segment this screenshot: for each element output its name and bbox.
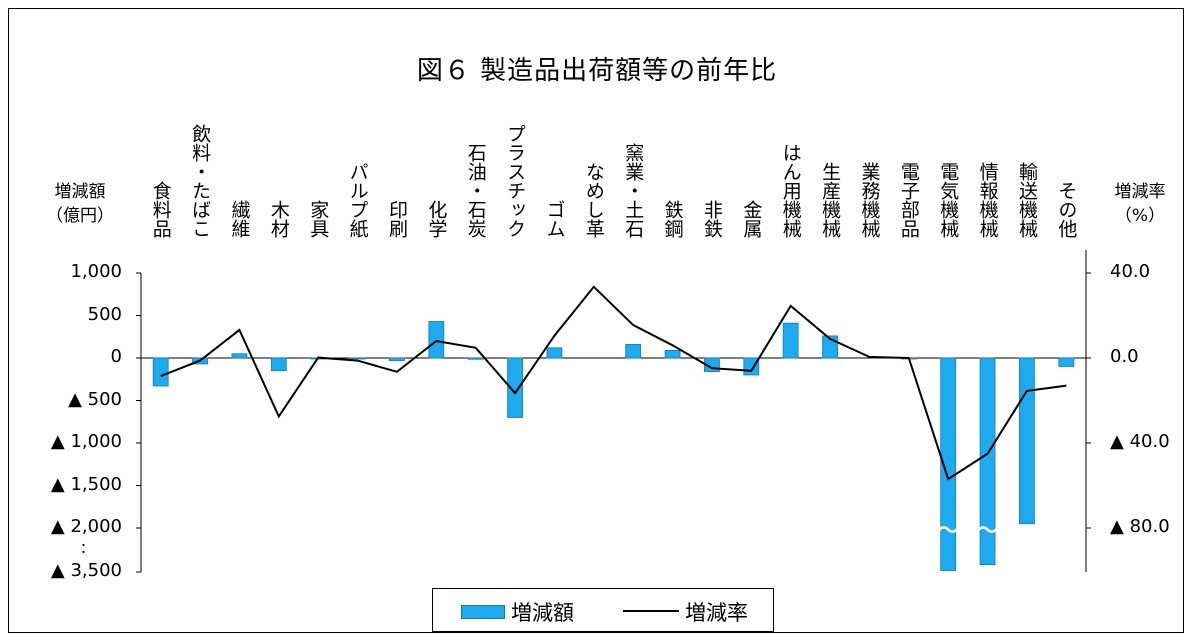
bar [428, 321, 445, 359]
category-label: 業務機械 [858, 162, 881, 238]
category-label: なめし革 [582, 162, 605, 238]
left-tick-label: ▲ 1,000 [50, 431, 122, 452]
category-label: 情報機械 [976, 162, 999, 238]
category-label: 印刷 [385, 200, 408, 238]
category-label: 石油・石炭 [464, 143, 487, 238]
bar [507, 357, 523, 418]
right-axis-title: 増減率 （%） [1090, 180, 1190, 228]
left-tick-label: ▲ 3,500 [50, 560, 122, 581]
category-label: ゴム [543, 200, 566, 238]
chart-frame [8, 8, 1184, 633]
category-label: 木材 [267, 200, 290, 238]
category-label: 生産機械 [819, 162, 842, 238]
line-series [160, 285, 1067, 481]
right-axis-title-line2: （%） [1114, 206, 1166, 226]
left-tick-label: ▲ 500 [68, 388, 122, 410]
bar [940, 357, 957, 571]
right-tick-label: 40.0 [1110, 261, 1151, 282]
category-label: 繊維 [228, 200, 251, 238]
category-label: その他 [1055, 181, 1078, 238]
axis-break-mark: 〜 [977, 519, 999, 544]
right-axis-title-line1: 増減率 [1114, 182, 1166, 202]
category-label: 窯業・土石 [622, 143, 645, 238]
left-axis-title-line2: （億円） [46, 206, 114, 226]
legend: 増減額 増減率 [432, 588, 774, 632]
bar [782, 322, 799, 359]
bar [1019, 357, 1035, 525]
right-tick-label: ▲ 40.0 [1110, 431, 1170, 452]
bar [546, 347, 563, 359]
bar [152, 357, 169, 387]
legend-bar-swatch [461, 605, 505, 619]
bar [389, 357, 405, 361]
legend-bar-label: 増減額 [511, 601, 574, 625]
bar [231, 353, 248, 359]
chart-title: 図６ 製造品出荷額等の前年比 [416, 56, 778, 86]
category-label: 飲料・たばこ [189, 124, 212, 238]
category-label: 電子部品 [897, 162, 920, 238]
left-tick-label: 1,000 [70, 261, 122, 282]
category-label: 非鉄 [700, 200, 723, 238]
right-tick-label: 0.0 [1110, 346, 1139, 367]
category-label: 金属 [740, 200, 763, 238]
bar [270, 357, 287, 372]
left-axis-title-line1: 増減額 [54, 182, 106, 202]
bar [349, 357, 366, 360]
bar [979, 357, 996, 566]
left-tick-label: 0 [110, 346, 122, 367]
right-tick-label: ▲ 80.0 [1110, 516, 1170, 537]
category-label: 家具 [307, 200, 330, 238]
category-label: 輸送機械 [1015, 162, 1038, 238]
legend-line-label: 増減率 [685, 601, 748, 625]
bar [467, 357, 484, 360]
left-tick-label: ▲ 2,000 [50, 516, 122, 537]
axis-break-label: ： [80, 541, 94, 557]
legend-line-swatch [623, 610, 679, 612]
category-label: 食料品 [149, 181, 172, 238]
category-label: 化学 [425, 200, 448, 238]
category-label: 鉄鋼 [661, 200, 684, 238]
category-label: 電気機械 [937, 162, 960, 238]
category-label: プラスチック [504, 124, 527, 238]
bar [1058, 357, 1075, 367]
axis-break-mark: 〜 [937, 519, 959, 544]
left-tick-label: 500 [87, 303, 122, 325]
bar [625, 343, 642, 359]
left-tick-label: ▲ 1,500 [50, 473, 122, 495]
category-label: はん用機械 [779, 143, 802, 238]
left-axis-title: 増減額 （億円） [30, 180, 130, 228]
category-label: パルプ紙 [346, 162, 369, 238]
bar [664, 349, 681, 359]
